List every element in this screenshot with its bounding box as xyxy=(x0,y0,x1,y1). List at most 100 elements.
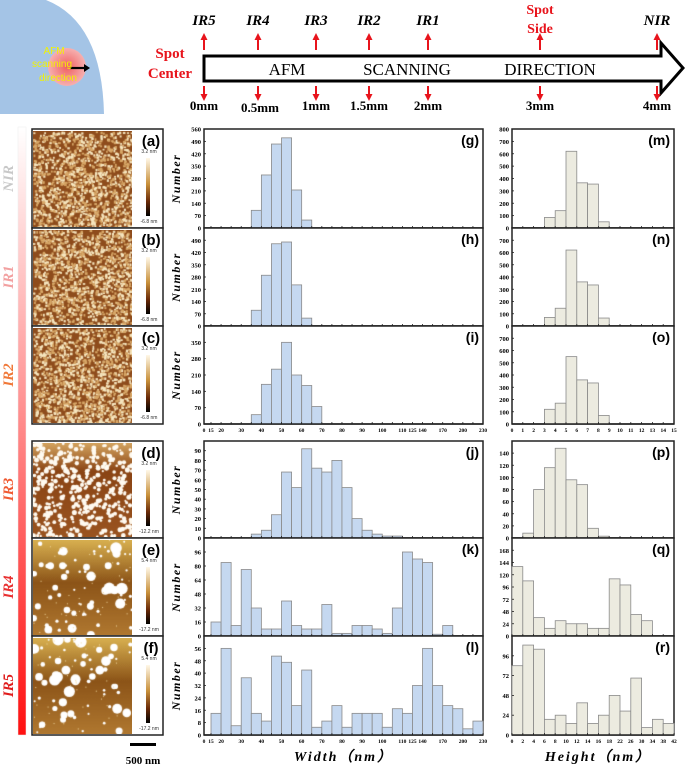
x-tick-label: 140 xyxy=(418,739,427,745)
y-tick-label: 800 xyxy=(499,127,509,134)
y-tick-label: 70 xyxy=(195,405,202,412)
histogram-bar xyxy=(311,467,323,539)
panel-label: (l) xyxy=(466,639,479,655)
position-marker: IR1 2mm xyxy=(414,13,442,113)
y-tick-label: 96 xyxy=(503,585,510,592)
y-tick-label: 20 xyxy=(195,516,202,523)
colorbar-max-label: 3.2 nm xyxy=(141,461,156,467)
x-tick-label: 0 xyxy=(511,428,514,434)
position-marker: IR5 0mm xyxy=(190,13,218,113)
down-arrowhead-icon xyxy=(200,94,208,101)
histogram-bar xyxy=(391,607,403,637)
position-marker: NIR 4mm xyxy=(643,13,672,113)
panel-label: (o) xyxy=(652,329,670,345)
x-tick-label: 50 xyxy=(279,739,285,745)
panel-label: (r) xyxy=(655,639,670,655)
histogram-bar xyxy=(281,471,292,539)
y-tick-label: 0 xyxy=(506,226,509,233)
panel-label: (k) xyxy=(462,541,479,557)
y-tick-label: 0 xyxy=(506,733,509,740)
up-arrowhead-icon xyxy=(536,33,544,40)
histogram-bar xyxy=(554,402,567,425)
histogram-bar xyxy=(301,385,313,425)
y-tick-label: 490 xyxy=(191,139,201,146)
y-tick-label: 80 xyxy=(195,458,202,465)
colorbar xyxy=(146,158,150,216)
panel-label: (p) xyxy=(652,444,670,460)
histogram-bar xyxy=(587,527,599,539)
histogram-bar xyxy=(351,712,363,736)
histogram-bar xyxy=(412,558,423,637)
y-tick-label: 8 xyxy=(198,720,202,727)
spot-center-line2: Center xyxy=(148,66,192,82)
y-tick-label: 600 xyxy=(499,250,509,257)
x-tick-label: 15 xyxy=(208,739,214,745)
colorbar-min-label: -17.2 nm xyxy=(139,627,159,633)
y-tick-label: 350 xyxy=(191,262,201,269)
y-tick-label: 200 xyxy=(499,201,509,208)
y-tick-label: 40 xyxy=(195,497,202,504)
region-label: NIR xyxy=(1,165,17,193)
histogram-bar xyxy=(301,628,313,637)
y-tick-label: 24 xyxy=(503,621,510,628)
region-label: IR3 xyxy=(1,477,17,502)
panel-label: (q) xyxy=(652,541,670,557)
x-tick-label: 11 xyxy=(628,428,633,434)
x-tick-label: 10 xyxy=(617,428,623,434)
x-axis-label: Height（nm） xyxy=(544,748,651,765)
y-tick-label: 120 xyxy=(499,463,509,470)
region-label: IR5 xyxy=(191,13,216,29)
histogram-bar xyxy=(301,317,313,327)
x-tick-label: 60 xyxy=(299,739,305,745)
x-tick-label: 40 xyxy=(259,739,265,745)
x-tick-label: 140 xyxy=(418,428,427,434)
x-tick-label: 6 xyxy=(543,739,546,745)
histogram-bar xyxy=(472,720,484,736)
histogram-bar xyxy=(260,274,272,327)
histogram-bar xyxy=(301,448,313,539)
histogram-bar xyxy=(250,309,262,327)
histogram-bar xyxy=(565,723,578,736)
x-tick-label: 100 xyxy=(378,739,387,745)
scale-bar-label: 500 nm xyxy=(126,755,161,767)
x-tick-label: 8 xyxy=(597,428,600,434)
histogram-bar xyxy=(210,621,222,637)
y-tick-label: 100 xyxy=(499,475,509,482)
x-tick-label: 70 xyxy=(319,428,325,434)
histogram-bar xyxy=(587,183,599,229)
histogram-bar xyxy=(230,725,242,736)
position-label: 0.5mm xyxy=(241,100,279,115)
y-tick-label: 70 xyxy=(195,468,202,475)
y-tick-label: 16 xyxy=(195,708,202,715)
position-label: 4mm xyxy=(643,98,671,113)
y-tick-label: 100 xyxy=(499,409,509,416)
x-tick-label: 40 xyxy=(259,428,265,434)
histogram-bar xyxy=(522,644,534,736)
x-tick-label: 80 xyxy=(339,428,345,434)
colorbar xyxy=(146,665,150,723)
x-tick-label: 8 xyxy=(554,739,557,745)
y-tick-label: 280 xyxy=(191,176,201,183)
up-arrowhead-icon xyxy=(653,33,661,40)
y-tick-label: 490 xyxy=(191,238,201,245)
inset-label-line3: direction xyxy=(39,73,77,84)
y-tick-label: 700 xyxy=(499,139,509,146)
histogram-bar xyxy=(544,317,556,327)
y-tick-label: 400 xyxy=(499,176,509,183)
y-axis-label: Number xyxy=(169,350,183,401)
histogram-bar xyxy=(598,714,610,736)
colorbar-min-label: -6.8 nm xyxy=(141,317,158,323)
histogram-bar xyxy=(565,249,578,327)
histogram-bar xyxy=(402,551,413,637)
arrow-word-scanning: SCANNING xyxy=(363,60,451,79)
histogram-bar xyxy=(311,726,323,736)
y-tick-label: 48 xyxy=(503,693,510,700)
histogram-bar xyxy=(260,628,272,637)
histogram-bar xyxy=(260,529,272,539)
y-tick-label: 120 xyxy=(499,572,509,579)
histogram-bar xyxy=(361,712,373,736)
x-tick-label: 9 xyxy=(608,428,611,434)
colorbar-max-label: 3.2 nm xyxy=(141,149,156,155)
x-tick-label: 50 xyxy=(279,428,285,434)
histogram-bar xyxy=(281,600,292,637)
